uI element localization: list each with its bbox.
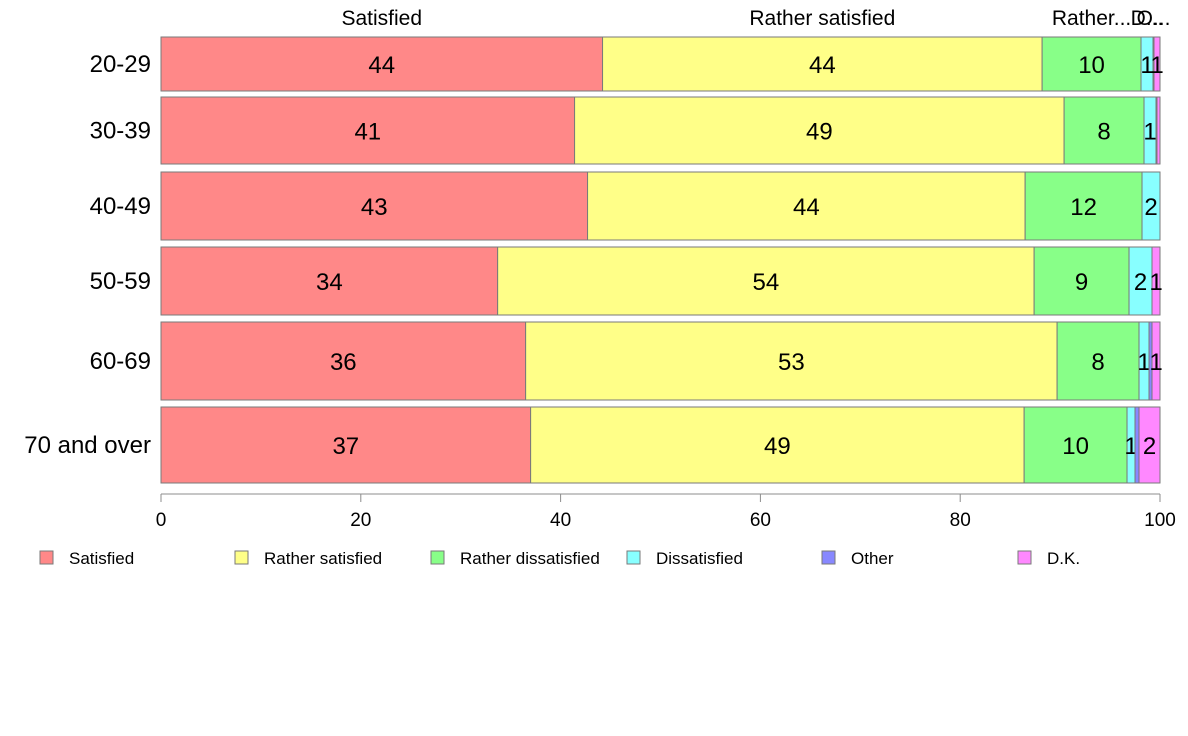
- data-label: 8: [1097, 119, 1110, 146]
- legend-swatch: [1017, 550, 1032, 565]
- category-label: 40-49: [90, 193, 151, 220]
- bar-segment: [1153, 36, 1161, 92]
- data-label: 10: [1062, 433, 1089, 460]
- legend-swatch: [39, 550, 54, 565]
- legend-label: Other: [851, 549, 894, 568]
- series-top-label: Satisfied: [342, 7, 423, 30]
- bar-segment: [1151, 246, 1161, 316]
- data-label: 9: [1075, 269, 1088, 296]
- x-tick-label: 60: [750, 510, 771, 531]
- data-label: 49: [764, 433, 791, 460]
- bar-segment: [525, 321, 1058, 401]
- category-label: 60-69: [90, 348, 151, 375]
- x-tick-label: 20: [350, 510, 371, 531]
- bar-segment: [587, 171, 1026, 241]
- bar-segment: [160, 406, 532, 484]
- data-label: 2: [1143, 433, 1156, 460]
- bar-segment: [1134, 406, 1140, 484]
- bar-segment: [1141, 171, 1161, 241]
- data-label: 1: [1124, 433, 1137, 460]
- bar-segment: [1156, 96, 1161, 165]
- data-label: 10: [1078, 52, 1105, 79]
- data-label: 44: [793, 194, 820, 221]
- data-label: 1: [1143, 119, 1156, 146]
- legend: Satisfied Rather satisfied Rather dissatis…: [39, 549, 1080, 568]
- category-label: 50-59: [90, 268, 151, 295]
- legend-label: Rather dissatisfied: [460, 549, 600, 568]
- bar-segment: [160, 246, 499, 316]
- data-label: 43: [361, 194, 388, 221]
- bar-segment: [1024, 171, 1143, 241]
- bar-segment: [160, 96, 576, 165]
- data-label: 2: [1144, 194, 1157, 221]
- x-tick-label: 100: [1144, 510, 1176, 531]
- data-label: 41: [354, 119, 381, 146]
- bar-segment: [1138, 406, 1161, 484]
- bar-segment: [497, 246, 1035, 316]
- data-label: 54: [753, 269, 780, 296]
- data-label: 1: [1150, 52, 1163, 79]
- bar-segment: [602, 36, 1043, 92]
- series-top-label: D...: [1131, 7, 1164, 30]
- x-tick-label: 40: [550, 510, 571, 531]
- series-top-label: Rather...: [1052, 7, 1131, 30]
- series-top-labels: Satisfied Rather satisfied Rather... D...O.…: [342, 7, 1171, 30]
- data-label: 53: [778, 349, 805, 376]
- legend-swatch: [821, 550, 836, 565]
- bar-segment: [160, 171, 589, 241]
- data-label: 44: [809, 52, 836, 79]
- data-label: 1: [1140, 52, 1153, 79]
- legend-label: Rather satisfied: [264, 549, 382, 568]
- data-label: 44: [368, 52, 395, 79]
- bar-segment: [530, 406, 1025, 484]
- legend-swatch: [430, 550, 445, 565]
- bar-segment: [574, 96, 1065, 165]
- data-label: 12: [1070, 194, 1097, 221]
- category-label: 20-29: [90, 51, 151, 78]
- data-label: 1: [1137, 349, 1150, 376]
- data-label: 37: [332, 433, 359, 460]
- data-label: 2: [1134, 269, 1147, 296]
- category-label: 30-39: [90, 118, 151, 145]
- legend-swatch: [626, 550, 641, 565]
- series-top-label: O...: [1137, 7, 1171, 30]
- bar-segment: [160, 321, 527, 401]
- series-top-label: Rather satisfied: [749, 7, 895, 30]
- legend-swatch: [234, 550, 249, 565]
- category-labels: 20-29 30-39 40-49 50-59 60-69 70 and over: [24, 51, 151, 459]
- data-label: 49: [806, 119, 833, 146]
- category-label: 70 and over: [24, 432, 151, 459]
- legend-label: Dissatisfied: [656, 549, 743, 568]
- data-label: 34: [316, 269, 343, 296]
- legend-label: D.K.: [1047, 549, 1080, 568]
- x-axis: 0 20 40 60 80 100: [156, 493, 1176, 531]
- legend-label: Satisfied: [69, 549, 134, 568]
- data-label: 1: [1149, 269, 1162, 296]
- bar-segment: [1151, 321, 1161, 401]
- data-label: 1: [1149, 349, 1162, 376]
- data-label: 8: [1091, 349, 1104, 376]
- x-tick-label: 0: [156, 510, 167, 531]
- bar-segment: [1033, 246, 1130, 316]
- x-tick-label: 80: [950, 510, 971, 531]
- data-label: 36: [330, 349, 357, 376]
